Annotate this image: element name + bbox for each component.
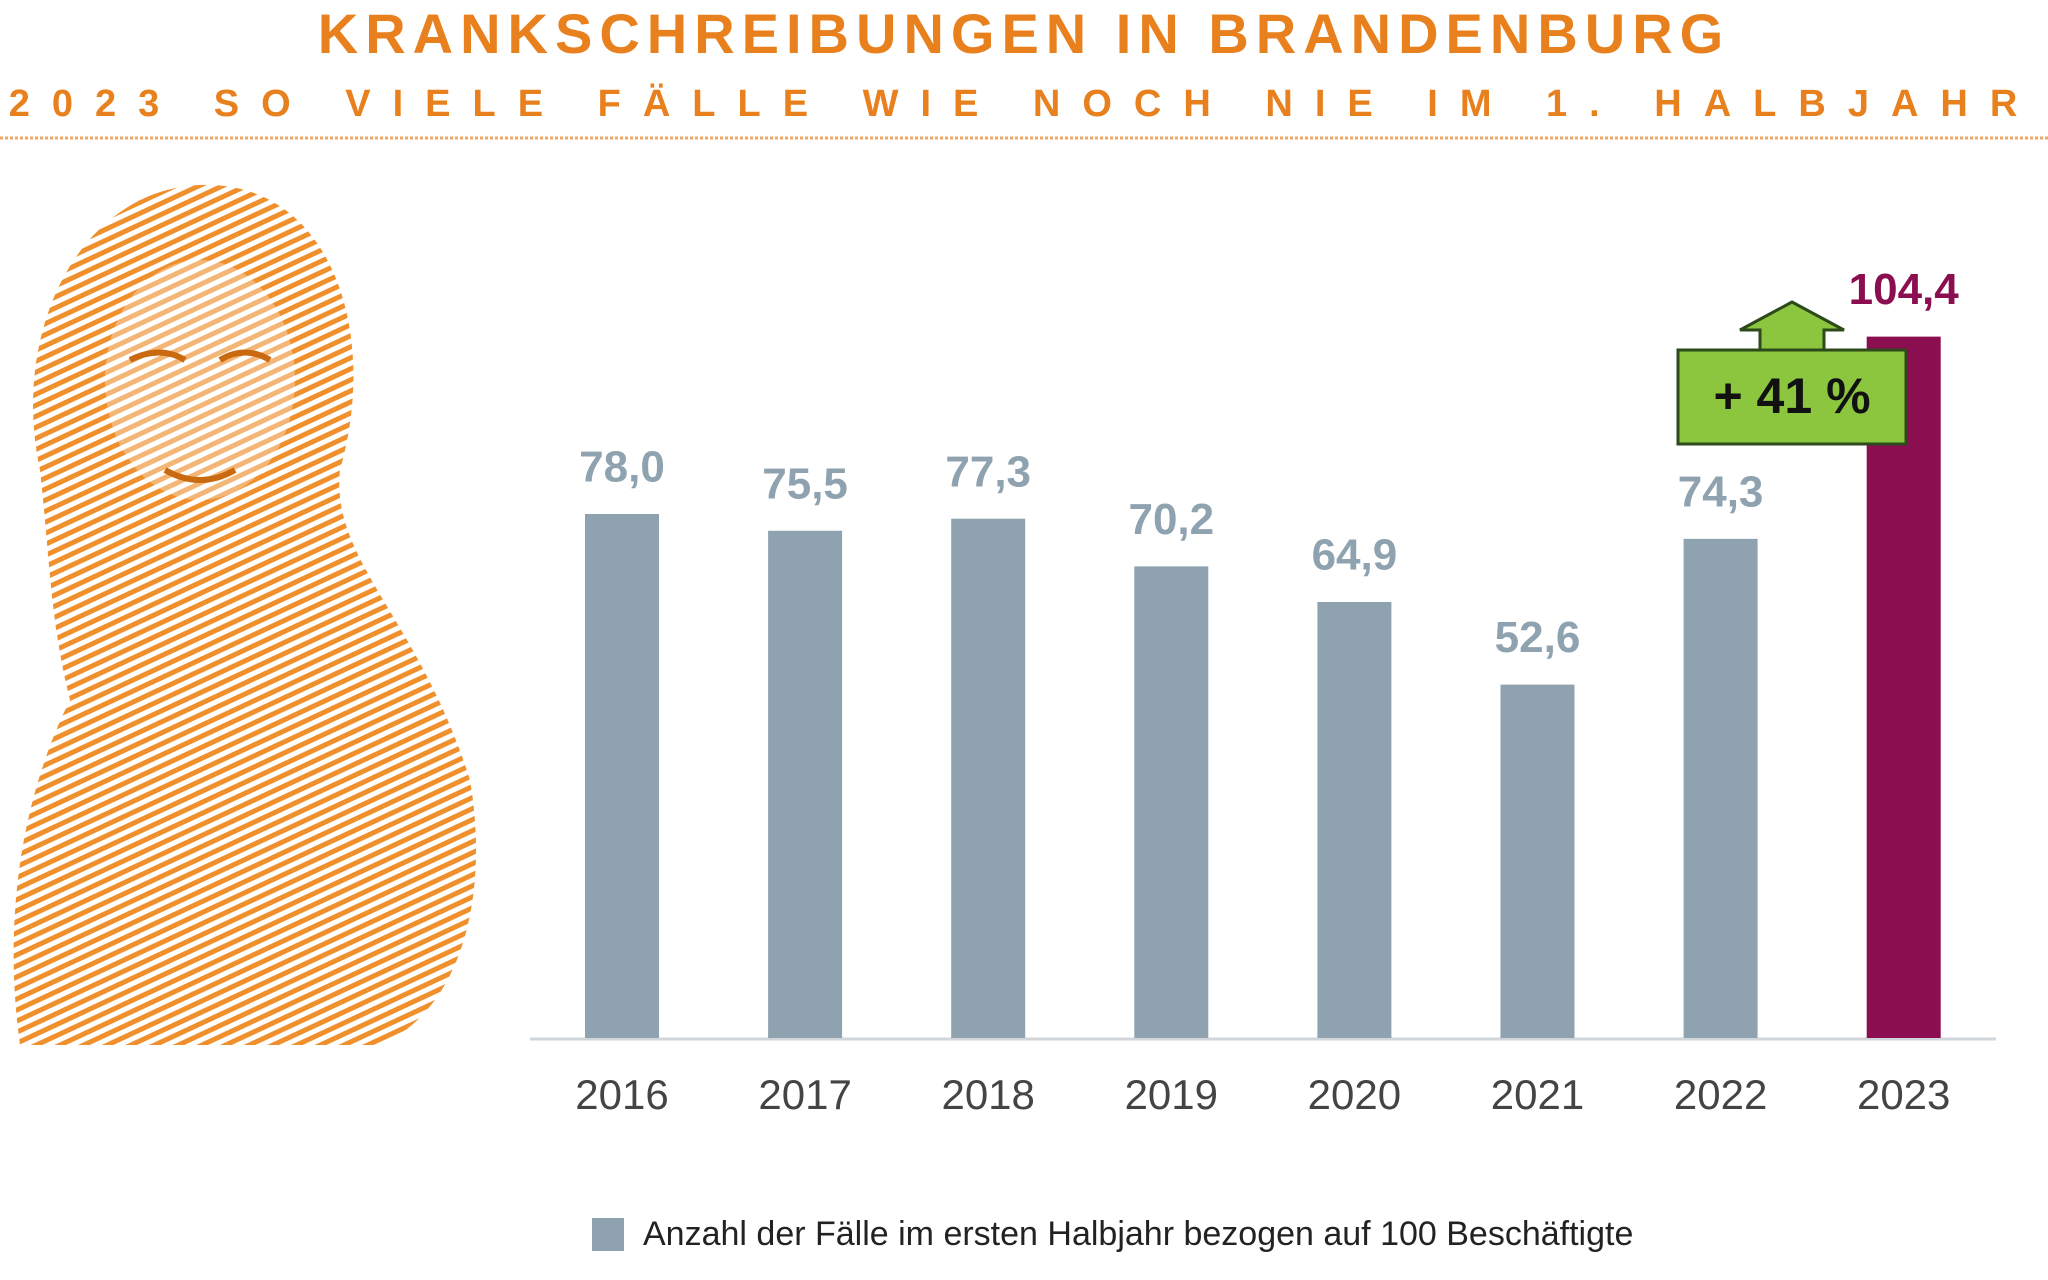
- x-tick-label: 2022: [1674, 1071, 1767, 1118]
- x-tick-label: 2019: [1125, 1071, 1218, 1118]
- value-label: 70,2: [1128, 495, 1214, 544]
- x-tick-label: 2023: [1857, 1071, 1950, 1118]
- x-tick-label: 2021: [1491, 1071, 1584, 1118]
- x-tick-label: 2017: [758, 1071, 851, 1118]
- illustration: [13, 184, 477, 1046]
- value-label: 77,3: [945, 447, 1031, 496]
- x-tick-label: 2018: [941, 1071, 1034, 1118]
- legend-swatch: [592, 1218, 624, 1251]
- bar: [768, 530, 843, 1038]
- value-label: 74,3: [1678, 467, 1764, 516]
- bar: [1866, 336, 1941, 1038]
- bar: [951, 518, 1026, 1038]
- x-tick-label: 2020: [1308, 1071, 1401, 1118]
- bar: [1683, 538, 1758, 1038]
- value-label: 78,0: [579, 443, 665, 492]
- x-tick-label: 2016: [575, 1071, 668, 1118]
- value-label: 75,5: [762, 459, 848, 508]
- annotation: + 41 %: [1676, 300, 1908, 446]
- chart-title: KRANKSCHREIBUNGEN IN BRANDENBURG: [318, 2, 1730, 65]
- chart-subtitle: 2023 SO VIELE FÄLLE WIE NOCH NIE IM 1. H…: [9, 82, 2040, 125]
- annotation-text: + 41 %: [1713, 368, 1870, 424]
- bar: [1134, 566, 1209, 1038]
- bar: [585, 513, 659, 1038]
- bar: [1500, 684, 1575, 1038]
- value-label: 104,4: [1849, 265, 1960, 314]
- value-label: 64,9: [1312, 531, 1398, 580]
- bar: [1317, 601, 1392, 1038]
- legend-label: Anzahl der Fälle im ersten Halbjahr bezo…: [643, 1215, 1633, 1253]
- value-label: 52,6: [1495, 613, 1581, 662]
